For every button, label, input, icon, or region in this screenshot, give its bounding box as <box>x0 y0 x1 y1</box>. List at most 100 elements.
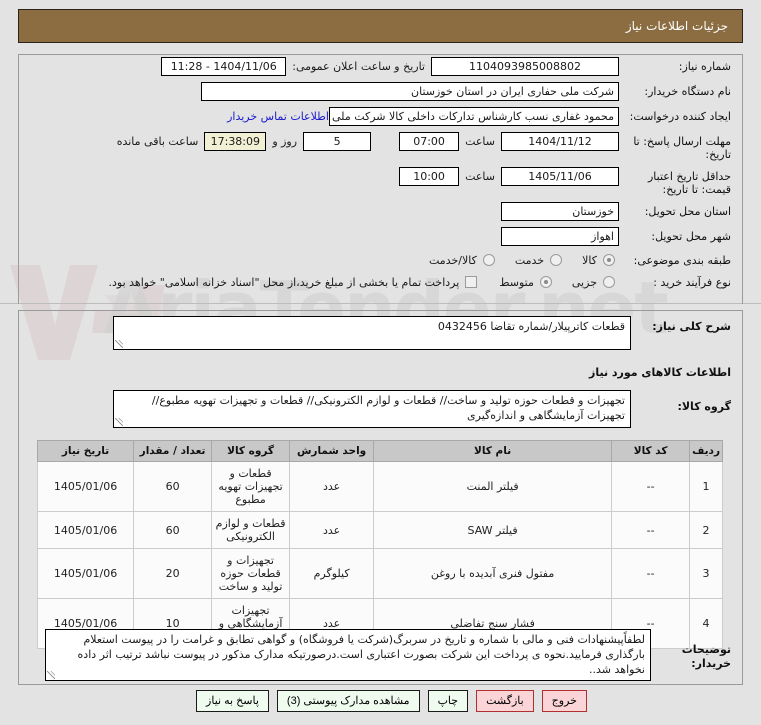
checkbox-treasury-bonds-label: پرداخت تمام یا بخشی از مبلغ خرید،از محل … <box>108 275 460 289</box>
days-word-label: روز و <box>272 135 298 148</box>
cell-name: فیلتر SAW <box>373 511 613 549</box>
row-buyer-notes: توضیحات خریدار: لطفاًپیشنهادات فنی و مال… <box>18 629 743 681</box>
need-summary-label: شرح کلی نیاز: <box>652 320 731 333</box>
cell-group: قطعات و تجهیزات تهویه مطبوع <box>211 461 291 512</box>
exit-button[interactable]: خروج <box>541 690 587 712</box>
cell-qty: 60 <box>133 461 213 512</box>
radio-classification-service-label: خدمت <box>514 253 545 267</box>
validity-hour-label: ساعت <box>465 170 495 183</box>
public-announce-field[interactable]: 1404/11/06 - 11:28 <box>161 57 287 76</box>
buyer-notes-label: توضیحات خریدار: <box>681 643 731 670</box>
goods-panel <box>18 310 743 685</box>
cell-qty: 60 <box>133 511 213 549</box>
validity-time-field[interactable]: 10:00 <box>399 167 460 186</box>
col-group: گروه کالا <box>211 440 291 462</box>
checkbox-treasury-bonds[interactable] <box>465 276 478 288</box>
cell-row: 3 <box>689 548 723 599</box>
cell-group: تجهیزات و قطعات حوزه تولید و ساخت <box>211 548 291 599</box>
cell-date: 1405/01/06 <box>36 548 135 599</box>
buyer-contact-link[interactable]: اطلاعات تماس خریدار <box>227 110 329 123</box>
table-row: 3 -- مفتول فنری آبدیده با روغن کیلوگرم ت… <box>36 548 723 599</box>
row-need-summary: شرح کلی نیاز: قطعات کاترپیلار/شماره تقاض… <box>18 316 743 350</box>
cell-date: 1405/01/06 <box>36 511 135 549</box>
goods-table: ردیف کد کالا نام کالا واحد شمارش گروه کا… <box>36 440 723 649</box>
radio-process-minor[interactable] <box>603 276 615 288</box>
cell-unit: کیلوگرم <box>289 548 375 599</box>
goods-table-header-row: ردیف کد کالا نام کالا واحد شمارش گروه کا… <box>36 440 723 462</box>
validity-date-field[interactable]: 1405/11/06 <box>501 167 619 186</box>
window-title-bar: جزئیات اطلاعات نیاز <box>18 9 743 43</box>
cell-row: 4 <box>689 598 723 649</box>
need-summary-field[interactable]: قطعات کاترپیلار/شماره تقاضا 0432456 <box>113 316 631 350</box>
cell-code: -- <box>611 511 691 549</box>
row-price-validity: حداقل تاریخ اعتبار قیمت: تا تاریخ: 1405/… <box>18 164 743 199</box>
radio-classification-goods-label: کالا <box>582 253 597 267</box>
deadline-date-field[interactable]: 1404/11/12 <box>501 132 619 151</box>
respond-to-need-button[interactable]: پاسخ به نیاز <box>196 690 269 712</box>
row-city: شهر محل تحویل: اهواز <box>18 224 743 249</box>
goods-group-label: گروه کالا: <box>677 400 731 413</box>
back-button[interactable]: بازگشت <box>476 690 534 712</box>
cell-unit: عدد <box>289 461 375 512</box>
cell-code: -- <box>611 548 691 599</box>
goods-section-title: اطلاعات کالاهای مورد نیاز <box>589 366 731 379</box>
province-label: استان محل تحویل: <box>644 205 731 218</box>
city-label: شهر محل تحویل: <box>651 230 731 243</box>
radio-process-medium[interactable] <box>539 276 552 288</box>
page-title: جزئیات اطلاعات نیاز <box>625 19 728 33</box>
print-button[interactable]: چاپ <box>427 690 469 712</box>
deadline-label: مهلت ارسال پاسخ: تا تاریخ: <box>633 135 731 161</box>
footer-button-bar: پاسخ به نیاز مشاهده مدارک پیوستی (3) چاپ… <box>0 690 761 712</box>
row-deadline: مهلت ارسال پاسخ: تا تاریخ: 1404/11/12 سا… <box>18 129 743 164</box>
col-name: نام کالا <box>373 440 613 462</box>
cell-group: قطعات و لوازم الکترونیکی <box>211 511 291 549</box>
classification-label: طبقه بندی موضوعی: <box>633 253 731 267</box>
cell-row: 1 <box>689 461 723 512</box>
deadline-time-field[interactable]: 07:00 <box>399 132 460 151</box>
row-requester: ایجاد کننده درخواست: محمود غفاری نسب کار… <box>18 104 743 129</box>
radio-classification-goods-service[interactable] <box>482 254 495 266</box>
buyer-notes-field[interactable]: لطفاًپیشنهادات فنی و مالی با شماره و تار… <box>45 629 651 681</box>
col-code: کد کالا <box>611 440 691 462</box>
radio-classification-goods-service-label: کالا/خدمت <box>429 253 477 267</box>
cell-qty: 20 <box>133 548 213 599</box>
province-field[interactable]: خوزستان <box>501 202 619 221</box>
public-announce-label: تاریخ و ساعت اعلان عمومی: <box>292 60 425 73</box>
section-divider <box>0 303 761 304</box>
row-buyer-org: نام دستگاه خریدار: شرکت ملی حفاری ایران … <box>18 79 743 104</box>
requester-field[interactable]: محمود غفاری نسب کارشناس تدارکات داخلی کا… <box>329 107 619 126</box>
cell-row: 2 <box>689 511 723 549</box>
row-classification: طبقه بندی موضوعی: کالا خدمت کالا/خدمت <box>18 249 743 271</box>
table-row: 1 -- فیلتر المنت عدد قطعات و تجهیزات تهو… <box>36 461 723 512</box>
form-rows: شماره نیاز: 1104093985008802 تاریخ و ساع… <box>18 54 743 293</box>
col-date: تاریخ نیاز <box>36 440 135 462</box>
col-row: ردیف <box>689 440 723 462</box>
city-field[interactable]: اهواز <box>501 227 619 246</box>
cell-code: -- <box>611 461 691 512</box>
buyer-org-label: نام دستگاه خریدار: <box>644 85 731 98</box>
days-remaining-field: 5 <box>303 132 372 151</box>
cell-unit: عدد <box>289 511 375 549</box>
process-label: نوع فرآیند خرید : <box>653 275 731 289</box>
need-number-label: شماره نیاز: <box>678 60 731 73</box>
requester-label: ایجاد کننده درخواست: <box>629 110 731 123</box>
row-process-type: نوع فرآیند خرید : جزیی متوسط پرداخت تمام… <box>18 271 743 293</box>
remaining-suffix-label: ساعت باقی مانده <box>116 135 199 148</box>
goods-table-wrapper: ردیف کد کالا نام کالا واحد شمارش گروه کا… <box>36 440 723 649</box>
countdown-field: 17:38:09 <box>204 132 267 151</box>
validity-label: حداقل تاریخ اعتبار قیمت: تا تاریخ: <box>647 170 731 196</box>
col-unit: واحد شمارش <box>289 440 375 462</box>
radio-classification-goods[interactable] <box>603 254 615 266</box>
view-attachments-button[interactable]: مشاهده مدارک پیوستی (3) <box>276 690 420 712</box>
cell-name: مفتول فنری آبدیده با روغن <box>373 548 613 599</box>
row-goods-group: گروه کالا: تجهیزات و قطعات حوزه تولید و … <box>18 390 743 428</box>
goods-group-field[interactable]: تجهیزات و قطعات حوزه تولید و ساخت// قطعا… <box>113 390 631 428</box>
radio-process-minor-label: جزیی <box>571 275 597 289</box>
radio-classification-service[interactable] <box>550 254 563 266</box>
cell-name: فیلتر المنت <box>373 461 613 512</box>
buyer-org-field[interactable]: شرکت ملی حفاری ایران در استان خوزستان <box>201 82 619 101</box>
need-number-field[interactable]: 1104093985008802 <box>431 57 619 76</box>
table-row: 2 -- فیلتر SAW عدد قطعات و لوازم الکترون… <box>36 511 723 549</box>
row-province: استان محل تحویل: خوزستان <box>18 199 743 224</box>
deadline-hour-label: ساعت <box>465 135 495 148</box>
